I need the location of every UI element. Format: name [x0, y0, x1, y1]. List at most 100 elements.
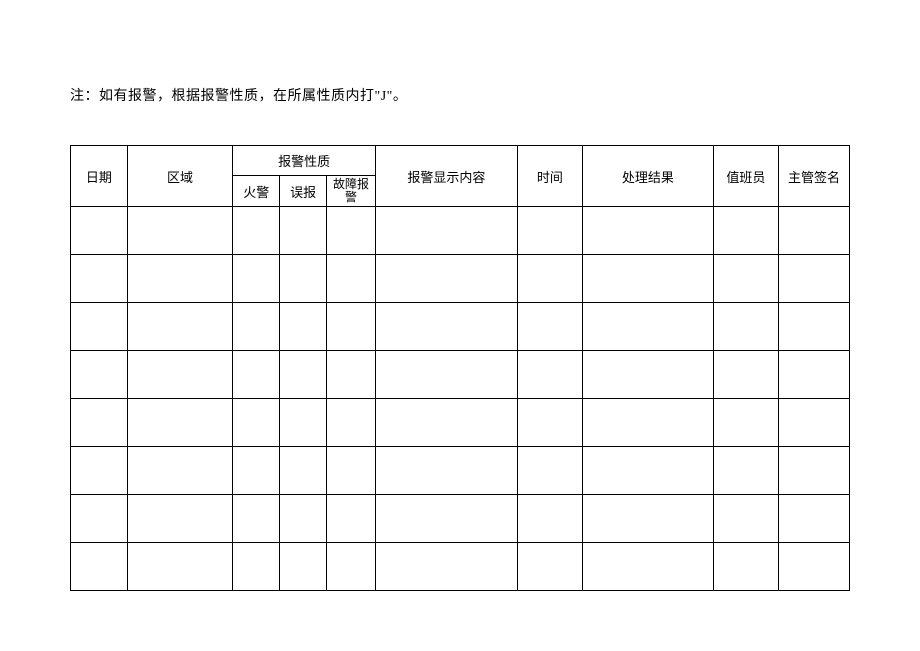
- table-cell: [713, 495, 778, 543]
- note-text: 注：如有报警，根据报警性质，在所属性质内打"J"。: [70, 85, 850, 105]
- table-cell: [713, 255, 778, 303]
- table-cell: [713, 399, 778, 447]
- th-date: 日期: [71, 146, 128, 207]
- table-row: [71, 447, 850, 495]
- th-sub-fault: 故障报警: [327, 176, 376, 207]
- table-cell: [71, 207, 128, 255]
- table-cell: [583, 255, 714, 303]
- table-cell: [71, 303, 128, 351]
- table-cell: [779, 351, 850, 399]
- table-cell: [583, 207, 714, 255]
- table-cell: [327, 303, 376, 351]
- th-area: 区域: [127, 146, 233, 207]
- table-cell: [517, 303, 582, 351]
- table-cell: [779, 255, 850, 303]
- table-cell: [583, 543, 714, 591]
- table-cell: [376, 543, 518, 591]
- table-cell: [280, 447, 327, 495]
- table-cell: [71, 399, 128, 447]
- table-cell: [713, 543, 778, 591]
- table-cell: [376, 399, 518, 447]
- table-row: [71, 207, 850, 255]
- th-time: 时间: [517, 146, 582, 207]
- table-cell: [583, 351, 714, 399]
- table-cell: [779, 495, 850, 543]
- table-cell: [233, 255, 280, 303]
- table-cell: [583, 399, 714, 447]
- table-cell: [127, 399, 233, 447]
- table-cell: [779, 399, 850, 447]
- table-cell: [583, 303, 714, 351]
- th-duty: 值班员: [713, 146, 778, 207]
- table-cell: [376, 207, 518, 255]
- table-cell: [280, 255, 327, 303]
- th-alarm-nature: 报警性质: [233, 146, 376, 176]
- table-cell: [127, 207, 233, 255]
- table-row: [71, 399, 850, 447]
- table-cell: [779, 303, 850, 351]
- alarm-log-table: 日期 区域 报警性质 报警显示内容 时间 处理结果 值班员 主管签名 火警 误报…: [70, 145, 850, 591]
- table-cell: [327, 255, 376, 303]
- table-cell: [327, 207, 376, 255]
- table-cell: [127, 447, 233, 495]
- table-cell: [713, 207, 778, 255]
- table-cell: [779, 543, 850, 591]
- table-cell: [233, 207, 280, 255]
- table-cell: [280, 399, 327, 447]
- table-cell: [280, 495, 327, 543]
- table-cell: [233, 399, 280, 447]
- table-cell: [517, 495, 582, 543]
- table-cell: [327, 399, 376, 447]
- table-cell: [517, 543, 582, 591]
- table-cell: [713, 351, 778, 399]
- table-cell: [233, 447, 280, 495]
- table-cell: [127, 303, 233, 351]
- th-display-content: 报警显示内容: [376, 146, 518, 207]
- table-cell: [71, 543, 128, 591]
- table-cell: [233, 495, 280, 543]
- th-sign: 主管签名: [779, 146, 850, 207]
- table-row: [71, 303, 850, 351]
- table-cell: [713, 447, 778, 495]
- table-cell: [71, 447, 128, 495]
- table-cell: [517, 447, 582, 495]
- table-cell: [376, 495, 518, 543]
- th-result: 处理结果: [583, 146, 714, 207]
- table-cell: [376, 303, 518, 351]
- table-cell: [280, 543, 327, 591]
- table-cell: [127, 255, 233, 303]
- table-cell: [583, 447, 714, 495]
- table-cell: [327, 543, 376, 591]
- table-cell: [376, 351, 518, 399]
- table-cell: [376, 255, 518, 303]
- table-cell: [127, 543, 233, 591]
- table-cell: [517, 351, 582, 399]
- table-cell: [233, 543, 280, 591]
- table-row: [71, 495, 850, 543]
- table-cell: [779, 207, 850, 255]
- table-cell: [71, 351, 128, 399]
- table-body: [71, 207, 850, 591]
- table-cell: [71, 255, 128, 303]
- table-cell: [127, 351, 233, 399]
- table-cell: [233, 303, 280, 351]
- table-cell: [327, 351, 376, 399]
- table-row: [71, 351, 850, 399]
- table-cell: [280, 351, 327, 399]
- table-cell: [517, 399, 582, 447]
- table-cell: [280, 303, 327, 351]
- table-cell: [376, 447, 518, 495]
- table-row: [71, 255, 850, 303]
- table-cell: [71, 495, 128, 543]
- table-cell: [327, 495, 376, 543]
- th-sub-false: 误报: [280, 176, 327, 207]
- table-cell: [779, 447, 850, 495]
- table-row: [71, 543, 850, 591]
- table-cell: [127, 495, 233, 543]
- table-cell: [517, 207, 582, 255]
- table-cell: [233, 351, 280, 399]
- header-row-1: 日期 区域 报警性质 报警显示内容 时间 处理结果 值班员 主管签名: [71, 146, 850, 176]
- table-cell: [583, 495, 714, 543]
- table-cell: [517, 255, 582, 303]
- table-cell: [713, 303, 778, 351]
